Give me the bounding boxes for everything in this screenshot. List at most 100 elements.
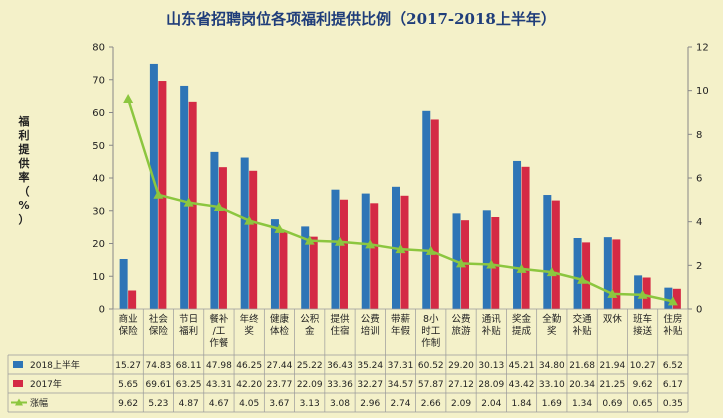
legend-swatch <box>13 361 23 368</box>
table-cell: 60.52 <box>418 361 444 371</box>
bar <box>279 231 288 309</box>
table-cell: 3.67 <box>269 399 289 409</box>
left-tick-label: 20 <box>92 239 105 250</box>
category-label: 商业 <box>119 313 138 325</box>
left-tick-label: 0 <box>99 305 105 316</box>
right-tick-label: 8 <box>696 130 702 141</box>
category-label: 餐补 <box>209 313 229 325</box>
category-label: 奖金 <box>512 313 532 325</box>
growth-point <box>546 267 557 277</box>
table-cell: 36.43 <box>327 361 353 371</box>
bar <box>128 290 137 309</box>
bar <box>339 199 348 309</box>
growth-point <box>123 93 134 103</box>
table-cell: 2.96 <box>360 399 380 409</box>
category-label: 住房 <box>663 313 682 325</box>
category-label: 社会 <box>149 313 169 325</box>
category-label: 奖 <box>547 325 557 337</box>
table-cell: 21.94 <box>599 361 625 371</box>
category-label: 公费 <box>452 313 471 325</box>
table-cell: 47.98 <box>206 361 232 371</box>
table-cell: 32.27 <box>357 380 383 390</box>
category-label: 交通 <box>573 313 593 325</box>
growth-point <box>365 239 376 249</box>
category-label: 年假 <box>391 325 411 337</box>
y-axis-label-char: 率 <box>19 170 30 184</box>
table-cell: 45.21 <box>509 361 535 371</box>
table-cell: 5.23 <box>148 399 168 409</box>
category-label: /工 <box>213 326 226 337</box>
table-cell: 25.22 <box>297 361 323 371</box>
category-label: 作餐 <box>209 337 229 349</box>
growth-point <box>304 235 315 245</box>
table-cell: 34.80 <box>539 361 565 371</box>
table-cell: 43.42 <box>509 380 535 390</box>
table-cell: 4.67 <box>209 399 229 409</box>
right-tick-label: 4 <box>696 217 702 228</box>
legend-entry: 2017年 <box>30 378 62 390</box>
table-cell: 9.62 <box>118 399 138 409</box>
table-cell: 74.83 <box>146 361 172 371</box>
category-label: 全勤 <box>542 313 561 325</box>
table-cell: 6.17 <box>663 380 683 390</box>
table-cell: 46.25 <box>236 361 262 371</box>
table-cell: 30.13 <box>478 361 504 371</box>
table-cell: 33.36 <box>327 380 353 390</box>
bars <box>119 63 681 310</box>
table-cell: 68.11 <box>176 361 202 371</box>
category-label: 节日 <box>179 314 198 325</box>
left-tick-label: 10 <box>92 272 105 283</box>
left-tick-label: 70 <box>92 75 105 86</box>
table-cell: 69.61 <box>146 380 172 390</box>
left-tick-label: 60 <box>92 108 105 119</box>
right-axis: 0 2 4 6 8 10 12 <box>687 43 709 316</box>
table-cell: 33.10 <box>539 380 565 390</box>
bar <box>491 217 500 309</box>
table-cell: 1.84 <box>512 399 532 409</box>
bar <box>210 151 219 309</box>
table-cell: 43.31 <box>206 380 232 390</box>
bar <box>551 200 560 309</box>
category-label: 年终 <box>240 313 260 325</box>
growth-point <box>637 289 648 299</box>
bar <box>422 110 431 309</box>
category-label: 住宿 <box>330 325 349 337</box>
table-cell: 2.04 <box>481 399 501 409</box>
bar <box>634 275 643 309</box>
table-cell: 6.52 <box>663 361 683 371</box>
legend-swatch <box>13 380 23 387</box>
bar <box>642 277 651 309</box>
growth-point <box>425 245 436 255</box>
bar <box>361 193 370 309</box>
category-label: 公费 <box>361 313 380 325</box>
table-cell: 21.25 <box>599 380 625 390</box>
category-label: 培训 <box>361 325 380 337</box>
table-cell: 5.65 <box>118 380 138 390</box>
category-label: 补贴 <box>482 325 502 337</box>
growth-point <box>213 202 224 212</box>
growth-line <box>123 93 678 306</box>
category-label: 健康 <box>270 313 290 325</box>
table-cell: 20.34 <box>569 380 595 390</box>
table-cell: 3.08 <box>330 399 350 409</box>
bar <box>331 189 340 309</box>
table-cell: 57.87 <box>418 380 444 390</box>
bar <box>482 210 491 309</box>
y-axis-label-char: （ <box>19 185 30 198</box>
bar <box>612 239 621 309</box>
growth-point <box>516 263 527 273</box>
category-label: 8小 <box>423 314 439 325</box>
right-tick-label: 6 <box>696 174 702 185</box>
category-label: 接送 <box>633 325 653 337</box>
category-label: 时工 <box>421 325 441 337</box>
table-cell: 2.74 <box>390 399 410 409</box>
left-tick-label: 30 <box>92 206 105 217</box>
legend-entry: 涨幅 <box>30 397 48 409</box>
growth-point <box>183 197 194 207</box>
left-axis: 0 10 20 30 40 50 60 70 80 <box>92 43 114 316</box>
bar <box>603 237 612 309</box>
bar <box>513 160 522 309</box>
category-label: 提供 <box>330 313 350 325</box>
y-axis-label-char: 福 <box>18 114 30 128</box>
